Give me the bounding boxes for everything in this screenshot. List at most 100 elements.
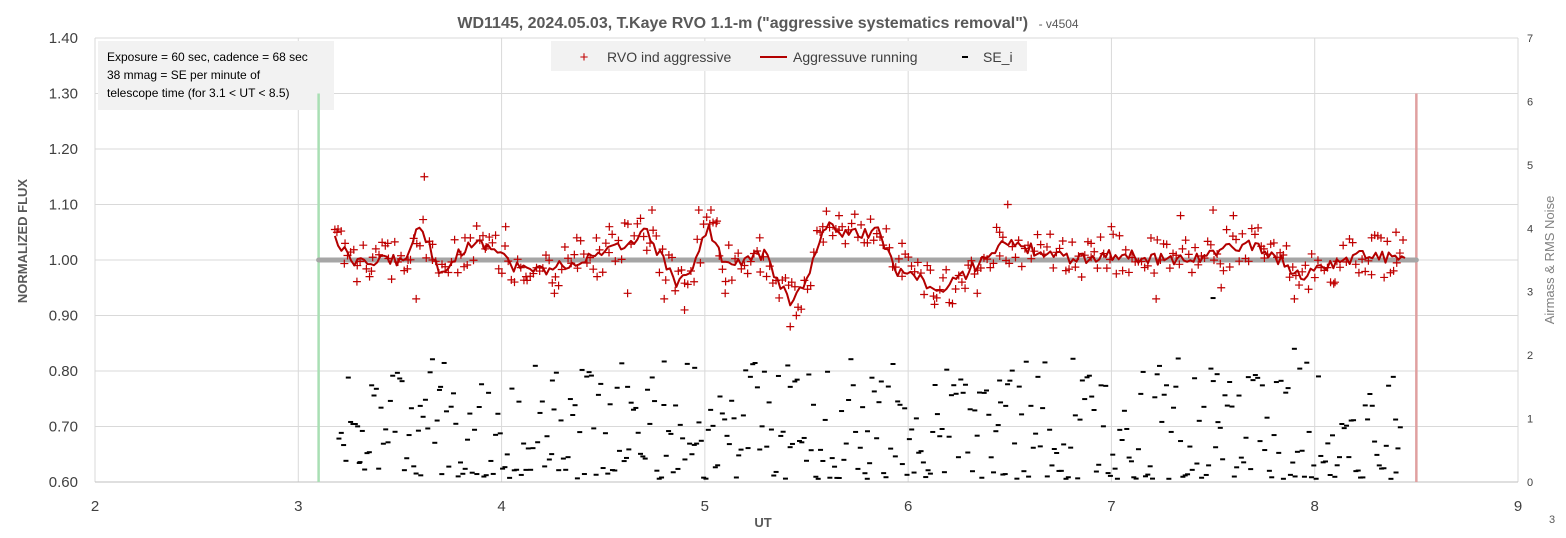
individual-point bbox=[649, 226, 658, 235]
individual-point bbox=[501, 222, 510, 231]
individual-point bbox=[1254, 223, 1263, 232]
individual-point bbox=[957, 278, 966, 287]
individual-point bbox=[913, 258, 922, 267]
individual-point bbox=[1107, 222, 1116, 231]
individual-point bbox=[847, 219, 856, 228]
individual-point bbox=[1150, 269, 1159, 278]
y-tick-label: 0.90 bbox=[49, 308, 78, 325]
individual-point bbox=[579, 250, 588, 259]
individual-point bbox=[1336, 263, 1345, 272]
individual-point bbox=[1068, 238, 1077, 247]
individual-point bbox=[797, 305, 806, 314]
individual-point bbox=[792, 311, 801, 320]
individual-point bbox=[1232, 235, 1241, 244]
individual-point bbox=[1176, 211, 1185, 220]
individual-point bbox=[1112, 269, 1121, 278]
y-tick-label: 0.80 bbox=[49, 363, 78, 380]
individual-point bbox=[420, 172, 429, 181]
annotation-line-3: telescope time (for 3.1 < UT < 8.5) bbox=[107, 86, 290, 100]
individual-point bbox=[1399, 235, 1408, 244]
individual-point bbox=[365, 272, 374, 281]
individual-point bbox=[869, 236, 878, 245]
y2-tick-label: 1 bbox=[1527, 414, 1533, 426]
individual-point bbox=[570, 250, 579, 259]
x-tick-label: 5 bbox=[701, 498, 709, 515]
individual-point bbox=[501, 241, 510, 250]
individual-point bbox=[818, 222, 827, 231]
individual-point bbox=[904, 253, 913, 262]
individual-point bbox=[706, 206, 715, 215]
individual-point bbox=[1298, 267, 1307, 276]
legend-background bbox=[551, 41, 1027, 71]
window-markers bbox=[317, 93, 1418, 482]
individual-point bbox=[894, 254, 903, 263]
individual-point bbox=[995, 228, 1004, 237]
y-tick-label: 1.00 bbox=[49, 252, 78, 269]
individual-point bbox=[340, 259, 349, 268]
individual-point bbox=[1206, 240, 1215, 249]
individual-point bbox=[332, 228, 341, 237]
individual-point bbox=[1222, 225, 1231, 234]
y-axis-title: NORMALIZED FLUX bbox=[15, 179, 30, 304]
individual-point bbox=[572, 233, 581, 242]
individual-point bbox=[1376, 233, 1385, 242]
annotation-line-1: Exposure = 60 sec, cadence = 68 sec bbox=[107, 50, 308, 64]
individual-point bbox=[1165, 264, 1174, 273]
individual-point bbox=[1194, 260, 1203, 269]
individual-point bbox=[668, 253, 677, 262]
individual-point bbox=[920, 290, 929, 299]
individual-point bbox=[1247, 224, 1256, 233]
individual-point bbox=[371, 244, 380, 253]
individual-point bbox=[1102, 264, 1111, 273]
individual-point bbox=[1367, 270, 1376, 279]
individual-point bbox=[677, 266, 686, 275]
individual-point bbox=[1209, 256, 1218, 265]
individual-point bbox=[648, 206, 657, 215]
individual-point bbox=[472, 221, 481, 230]
series-se-i bbox=[336, 297, 1403, 480]
individual-point bbox=[453, 268, 462, 277]
individual-point bbox=[1285, 273, 1294, 282]
individual-point bbox=[1361, 267, 1370, 276]
individual-point bbox=[781, 273, 790, 282]
individual-point bbox=[787, 278, 796, 287]
individual-point bbox=[828, 231, 837, 240]
y2-tick-label: 6 bbox=[1527, 96, 1533, 108]
y2-tick-label: 2 bbox=[1527, 350, 1533, 362]
individual-point bbox=[1005, 259, 1014, 268]
individual-point bbox=[1313, 256, 1322, 265]
individual-point bbox=[898, 272, 907, 281]
individual-point bbox=[608, 230, 617, 239]
legend-item-individual: + RVO ind aggressive bbox=[580, 49, 732, 66]
individual-point bbox=[1339, 241, 1348, 250]
individual-point bbox=[605, 248, 614, 257]
individual-point bbox=[1152, 294, 1161, 303]
individual-point bbox=[734, 249, 743, 258]
chart-title-group: WD1145, 2024.05.03, T.Kaye RVO 1.1-m ("a… bbox=[457, 15, 1079, 32]
individual-point bbox=[1367, 233, 1376, 242]
individual-point bbox=[721, 277, 730, 286]
y-tick-label: 0.60 bbox=[49, 474, 78, 491]
individual-point bbox=[1191, 243, 1200, 252]
y2-axis-ticks: 0 1 2 3 4 5 6 7 bbox=[1527, 33, 1533, 489]
individual-point bbox=[992, 223, 1001, 232]
individual-point bbox=[387, 275, 396, 284]
individual-point bbox=[1003, 200, 1012, 209]
individual-point bbox=[1331, 278, 1340, 287]
y-tick-label: 1.30 bbox=[49, 86, 78, 103]
individual-point bbox=[930, 300, 939, 309]
annotation-background bbox=[98, 41, 334, 110]
individual-point bbox=[485, 233, 494, 242]
individual-point bbox=[696, 258, 705, 267]
individual-point bbox=[1178, 244, 1187, 253]
y-tick-label: 1.20 bbox=[49, 141, 78, 158]
individual-point bbox=[850, 210, 859, 219]
x-axis-title: UT bbox=[754, 515, 771, 530]
individual-point bbox=[560, 242, 569, 251]
individual-point bbox=[1310, 273, 1319, 282]
individual-point bbox=[1124, 268, 1133, 277]
individual-point bbox=[521, 272, 530, 281]
running-line bbox=[333, 221, 1406, 307]
series-rvo-individual bbox=[330, 172, 1408, 331]
